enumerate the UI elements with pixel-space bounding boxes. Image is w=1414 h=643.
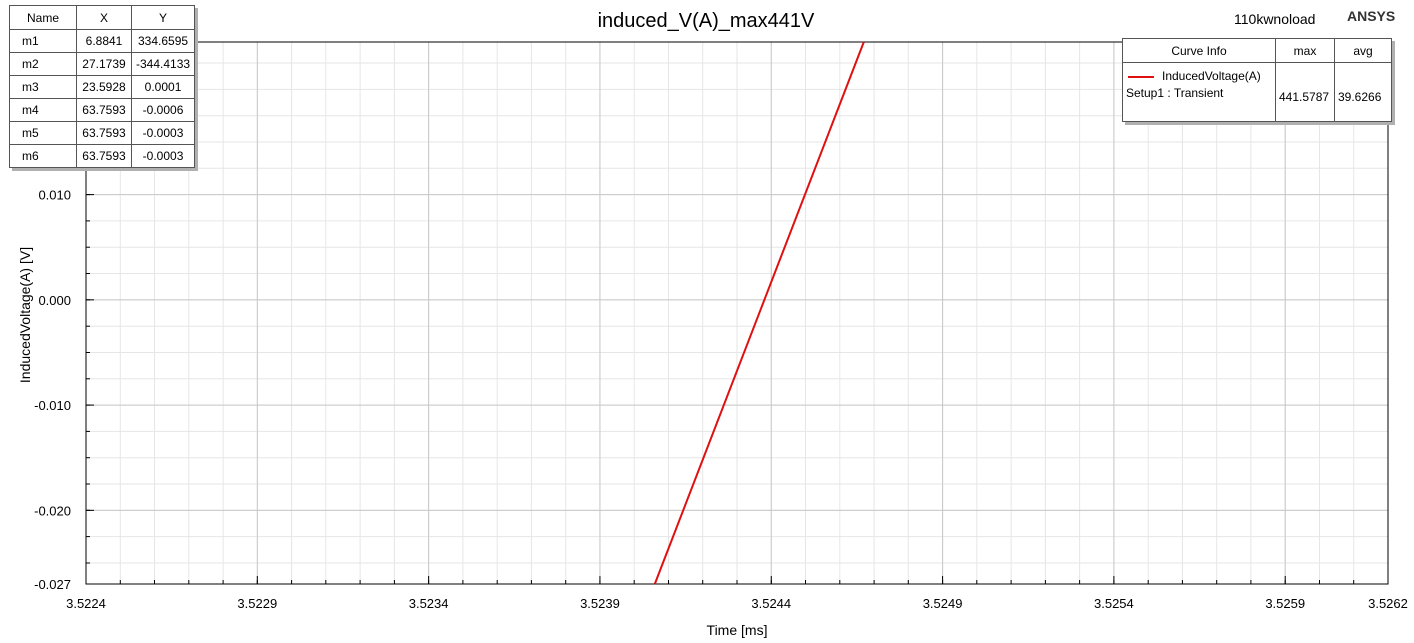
x-tick-label: 3.5234 (409, 596, 449, 611)
marker-y: 0.0001 (130, 75, 196, 99)
y-tick-label: -0.020 (34, 503, 71, 518)
marker-x: 63.7593 (76, 144, 132, 168)
y-axis-label: InducedVoltage(A) [V] (17, 247, 33, 383)
marker-name: m1 (9, 29, 77, 53)
table-row[interactable]: m5 63.7593 -0.0003 (9, 121, 196, 145)
column-header-avg: avg (1334, 39, 1391, 63)
marker-x: 6.8841 (76, 29, 132, 53)
column-header-max: max (1275, 39, 1335, 63)
series-line-induced-voltage (653, 41, 865, 585)
marker-y: 334.6595 (130, 29, 196, 53)
table-row[interactable]: m4 63.7593 -0.0006 (9, 98, 196, 122)
table-row[interactable]: m2 27.1739 -344.4133 (9, 52, 196, 76)
marker-name: m4 (9, 98, 77, 122)
x-tick-label: 3.5239 (580, 596, 620, 611)
x-tick-label: 3.5249 (923, 596, 963, 611)
legend-avg-value: 39.6266 (1334, 62, 1391, 121)
marker-name: m3 (9, 75, 77, 99)
marker-name: m5 (9, 121, 77, 145)
marker-x: 23.5928 (76, 75, 132, 99)
axis-ticks: 3.5224 3.5229 3.5234 3.5239 3.5244 3.5249 3.52… (34, 62, 1408, 611)
curve-info-header: Curve Info max avg (1123, 39, 1391, 63)
marker-y: -0.0003 (130, 144, 196, 168)
marker-name: m2 (9, 52, 77, 76)
marker-x: 27.1739 (76, 52, 132, 76)
curve-info-legend[interactable]: Curve Info max avg InducedVoltage(A) Set… (1122, 38, 1392, 122)
table-row[interactable]: m6 63.7593 -0.0003 (9, 144, 196, 168)
marker-y: -344.4133 (130, 52, 196, 76)
x-axis-label: Time [ms] (707, 622, 768, 638)
column-header-name: Name (9, 5, 77, 30)
legend-max-value: 441.5787 (1275, 62, 1335, 121)
series-layer (653, 41, 865, 585)
x-tick-label: 3.5229 (237, 596, 277, 611)
marker-name: m6 (9, 144, 77, 168)
y-tick-label: -0.010 (34, 398, 71, 413)
x-tick-label: 3.5254 (1094, 596, 1134, 611)
y-tick-label: 0.000 (38, 293, 71, 308)
legend-curve-name: InducedVoltage(A) (1162, 69, 1261, 83)
ansys-logo: ANSYS (1347, 8, 1396, 24)
table-row[interactable]: m1 6.8841 334.6595 (9, 29, 196, 53)
y-tick-label: -0.027 (34, 577, 71, 592)
legend-line-swatch (1128, 75, 1154, 78)
marker-y: -0.0006 (130, 98, 196, 122)
marker-table: Name X Y m1 6.8841 334.6595 m2 27.1739 -… (9, 5, 196, 168)
x-tick-label: 3.5244 (751, 596, 791, 611)
marker-y: -0.0003 (130, 121, 196, 145)
column-header-y: Y (130, 5, 196, 30)
marker-x: 63.7593 (76, 121, 132, 145)
chart-title: induced_V(A)_max441V (598, 10, 815, 32)
legend-setup-name: Setup1 : Transient (1126, 86, 1224, 100)
x-tick-label: 3.5224 (66, 596, 106, 611)
project-name: 110kwnoload (1234, 11, 1316, 27)
column-header-x: X (76, 5, 132, 30)
x-tick-label: 3.5259 (1265, 596, 1305, 611)
marker-table-header: Name X Y (9, 5, 196, 30)
x-tick-label: 3.5262 (1368, 596, 1408, 611)
y-tick-label: 0.010 (38, 188, 71, 203)
marker-x: 63.7593 (76, 98, 132, 122)
grid (85, 42, 1389, 585)
table-row[interactable]: m3 23.5928 0.0001 (9, 75, 196, 99)
legend-entry[interactable]: InducedVoltage(A) Setup1 : Transient 441… (1123, 62, 1391, 121)
curve-info-title: Curve Info (1123, 39, 1276, 63)
